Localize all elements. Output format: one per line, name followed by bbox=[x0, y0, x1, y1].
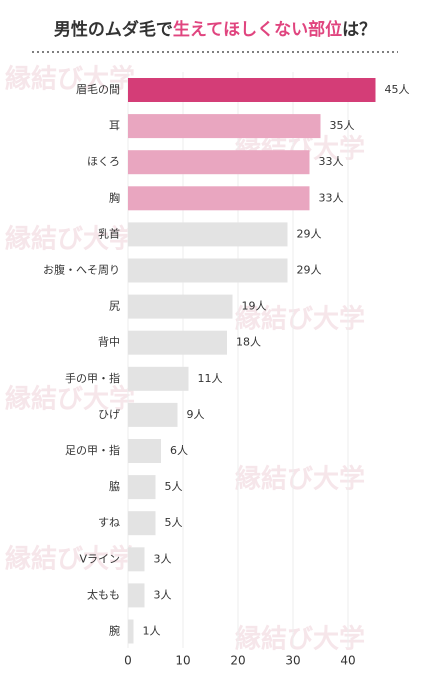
watermark: 縁結び大学 bbox=[5, 224, 135, 255]
category-label: 眉毛の間 bbox=[76, 83, 120, 96]
watermark: 縁結び大学 bbox=[5, 64, 135, 95]
category-label: Vライン bbox=[79, 552, 120, 565]
category-label: 耳 bbox=[109, 119, 120, 132]
value-label: 5人 bbox=[165, 480, 183, 493]
x-tick-label: 30 bbox=[285, 654, 300, 668]
category-label: ひげ bbox=[98, 408, 120, 421]
value-label: 3人 bbox=[154, 552, 172, 565]
value-label: 9人 bbox=[187, 408, 205, 421]
bar bbox=[128, 114, 321, 139]
value-label: 29人 bbox=[297, 264, 322, 277]
value-label: 3人 bbox=[154, 588, 172, 601]
title-part: 生えてほしくない部位 bbox=[173, 19, 342, 40]
category-label: 腕 bbox=[109, 624, 120, 638]
value-label: 35人 bbox=[330, 119, 355, 132]
bar bbox=[128, 511, 156, 536]
bar bbox=[128, 366, 189, 391]
bar bbox=[128, 258, 288, 283]
value-label: 19人 bbox=[242, 300, 267, 313]
value-label: 1人 bbox=[143, 625, 161, 638]
category-label: 太もも bbox=[87, 588, 120, 601]
watermark: 縁結び大学 bbox=[5, 384, 135, 415]
bar bbox=[128, 583, 145, 608]
x-tick-label: 0 bbox=[124, 654, 132, 668]
bar bbox=[128, 619, 134, 644]
bar bbox=[128, 330, 227, 355]
bar bbox=[128, 294, 233, 319]
title-part: 男性のムダ毛で bbox=[54, 19, 173, 40]
value-label: 5人 bbox=[165, 516, 183, 529]
x-tick-label: 40 bbox=[340, 654, 355, 668]
category-label: お腹・へそ周り bbox=[43, 263, 120, 277]
category-label: ほくろ bbox=[87, 155, 120, 168]
bar bbox=[128, 402, 178, 427]
bar bbox=[128, 222, 288, 247]
category-label: 背中 bbox=[98, 335, 120, 349]
bar bbox=[128, 475, 156, 500]
category-label: 脇 bbox=[109, 480, 120, 493]
category-label: 胸 bbox=[109, 190, 120, 204]
value-label: 6人 bbox=[170, 444, 188, 457]
bar bbox=[128, 186, 310, 211]
category-label: 乳首 bbox=[98, 226, 120, 240]
watermark: 縁結び大学 bbox=[235, 464, 365, 495]
watermark: 縁結び大学 bbox=[235, 304, 365, 335]
category-label: 足の甲・指 bbox=[65, 443, 120, 457]
category-label: 尻 bbox=[109, 300, 120, 313]
bar bbox=[128, 150, 310, 175]
bar bbox=[128, 439, 161, 463]
category-label: 手の甲・指 bbox=[65, 371, 120, 385]
value-label: 33人 bbox=[319, 155, 344, 168]
chart-title: 男性のムダ毛で生えてほしくない部位は？ bbox=[54, 19, 376, 40]
value-label: 18人 bbox=[236, 336, 261, 349]
watermark: 縁結び大学 bbox=[5, 544, 135, 575]
value-label: 29人 bbox=[297, 227, 322, 240]
x-tick-label: 20 bbox=[230, 654, 245, 668]
bar bbox=[128, 547, 145, 572]
value-label: 33人 bbox=[319, 191, 344, 204]
value-label: 11人 bbox=[198, 372, 223, 385]
watermark: 縁結び大学 bbox=[235, 624, 365, 655]
title-part: は？ bbox=[342, 20, 376, 40]
x-tick-label: 10 bbox=[175, 654, 190, 668]
bar bbox=[128, 78, 376, 102]
category-label: すね bbox=[98, 516, 120, 529]
value-label: 45人 bbox=[385, 83, 410, 96]
